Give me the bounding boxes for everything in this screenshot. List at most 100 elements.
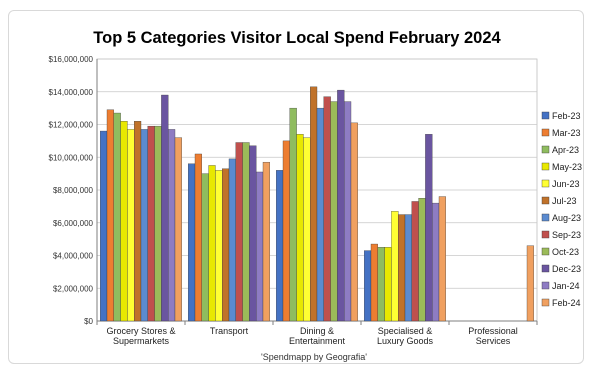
chart-container: Top 5 Categories Visitor Local Spend Feb… [8, 10, 584, 364]
legend-swatch [541, 264, 550, 273]
bar [174, 137, 182, 322]
bar [208, 165, 216, 322]
bar [188, 163, 196, 322]
legend-item: Jun-23 [541, 179, 580, 189]
legend-item: Feb-24 [541, 298, 581, 308]
category-label: Specialised & Luxury Goods [377, 326, 434, 346]
bar [418, 198, 426, 322]
bar [282, 140, 290, 322]
category-labels: Grocery Stores & Supermarkets Transport Din… [106, 326, 517, 346]
bar [377, 247, 385, 322]
legend-item: Jul-23 [541, 196, 577, 206]
bar [100, 130, 108, 322]
legend-swatch [541, 145, 550, 154]
legend-label: Aug-23 [552, 213, 581, 223]
bar [154, 125, 162, 322]
chart-caption: 'Spendmapp by Geografia' [261, 352, 367, 362]
legend-item: Mar-23 [541, 128, 581, 138]
y-tick-label: $2,000,000 [53, 284, 94, 293]
legend-item: Dec-23 [541, 264, 581, 274]
legend-item: Aug-23 [541, 213, 581, 223]
bar [113, 112, 121, 322]
bar [194, 153, 202, 322]
bar [289, 107, 297, 322]
bar [161, 94, 169, 322]
legend-swatch [541, 111, 550, 120]
chart-title: Top 5 Categories Visitor Local Spend Feb… [93, 29, 501, 47]
legend-swatch [541, 247, 550, 256]
bar [344, 101, 352, 322]
bar [127, 129, 135, 322]
bar [242, 142, 250, 322]
legend-swatch [541, 162, 550, 171]
category-label: Grocery Stores & Supermarkets [106, 326, 175, 346]
bar [134, 121, 142, 322]
category-label: Dining & Entertainment [289, 326, 346, 346]
legend-swatch [541, 298, 550, 307]
legend-swatch [541, 281, 550, 290]
legend-label: May-23 [552, 162, 582, 172]
legend-label: Dec-23 [552, 264, 581, 274]
legend-swatch [541, 230, 550, 239]
bar-chart: Top 5 Categories Visitor Local Spend Feb… [49, 29, 583, 362]
bar [337, 89, 345, 322]
bar [201, 173, 209, 322]
bar [404, 214, 412, 322]
bar [411, 201, 419, 322]
bar [330, 101, 338, 322]
category-label: Professional Services [468, 326, 518, 346]
y-tick-label: $6,000,000 [53, 219, 94, 228]
legend-swatch [541, 179, 550, 188]
y-tick-label: $16,000,000 [49, 55, 94, 64]
bar [323, 96, 331, 322]
bar [168, 129, 176, 322]
y-tick-label: $10,000,000 [49, 153, 94, 162]
bar [350, 122, 358, 322]
legend-item: Oct-23 [541, 247, 579, 257]
bar [147, 125, 155, 322]
bar [120, 121, 128, 322]
bar [256, 171, 264, 322]
legend: Feb-23 Mar-23 Apr-23 May-23 Jun-23 Jul-23 Aug-… [541, 111, 582, 308]
category-label: Transport [210, 326, 249, 336]
legend-item: May-23 [541, 162, 582, 172]
bars [100, 86, 534, 322]
bar [364, 250, 372, 322]
bar [296, 134, 304, 322]
bar [140, 129, 148, 322]
legend-label: Jun-23 [552, 179, 580, 189]
legend-label: Jan-24 [552, 281, 580, 291]
bar [262, 161, 270, 322]
legend-swatch [541, 196, 550, 205]
legend-item: Feb-23 [541, 111, 581, 121]
bar [391, 211, 399, 322]
legend-swatch [541, 213, 550, 222]
legend-item: Jan-24 [541, 281, 580, 291]
bar [384, 247, 392, 322]
legend-item: Apr-23 [541, 145, 579, 155]
bar [303, 137, 311, 322]
bar [222, 168, 230, 322]
legend-label: Jul-23 [552, 196, 577, 206]
y-tick-label: $8,000,000 [53, 186, 94, 195]
bar [276, 170, 284, 322]
legend-label: Oct-23 [552, 247, 579, 257]
bar [432, 202, 440, 322]
bar [398, 214, 406, 322]
bar [370, 243, 378, 322]
bar [316, 107, 324, 322]
bar [438, 196, 446, 322]
legend-swatch [541, 128, 550, 137]
bar [249, 145, 257, 322]
legend-item: Sep-23 [541, 230, 581, 240]
bar [425, 134, 433, 322]
legend-label: Sep-23 [552, 230, 581, 240]
y-tick-label: $0 [84, 317, 93, 326]
bar [235, 142, 243, 322]
bar [526, 245, 534, 322]
bar [228, 158, 236, 322]
bar [215, 170, 223, 322]
y-tick-label: $14,000,000 [49, 88, 94, 97]
legend-label: Apr-23 [552, 145, 579, 155]
y-tick-label: $4,000,000 [53, 252, 94, 261]
